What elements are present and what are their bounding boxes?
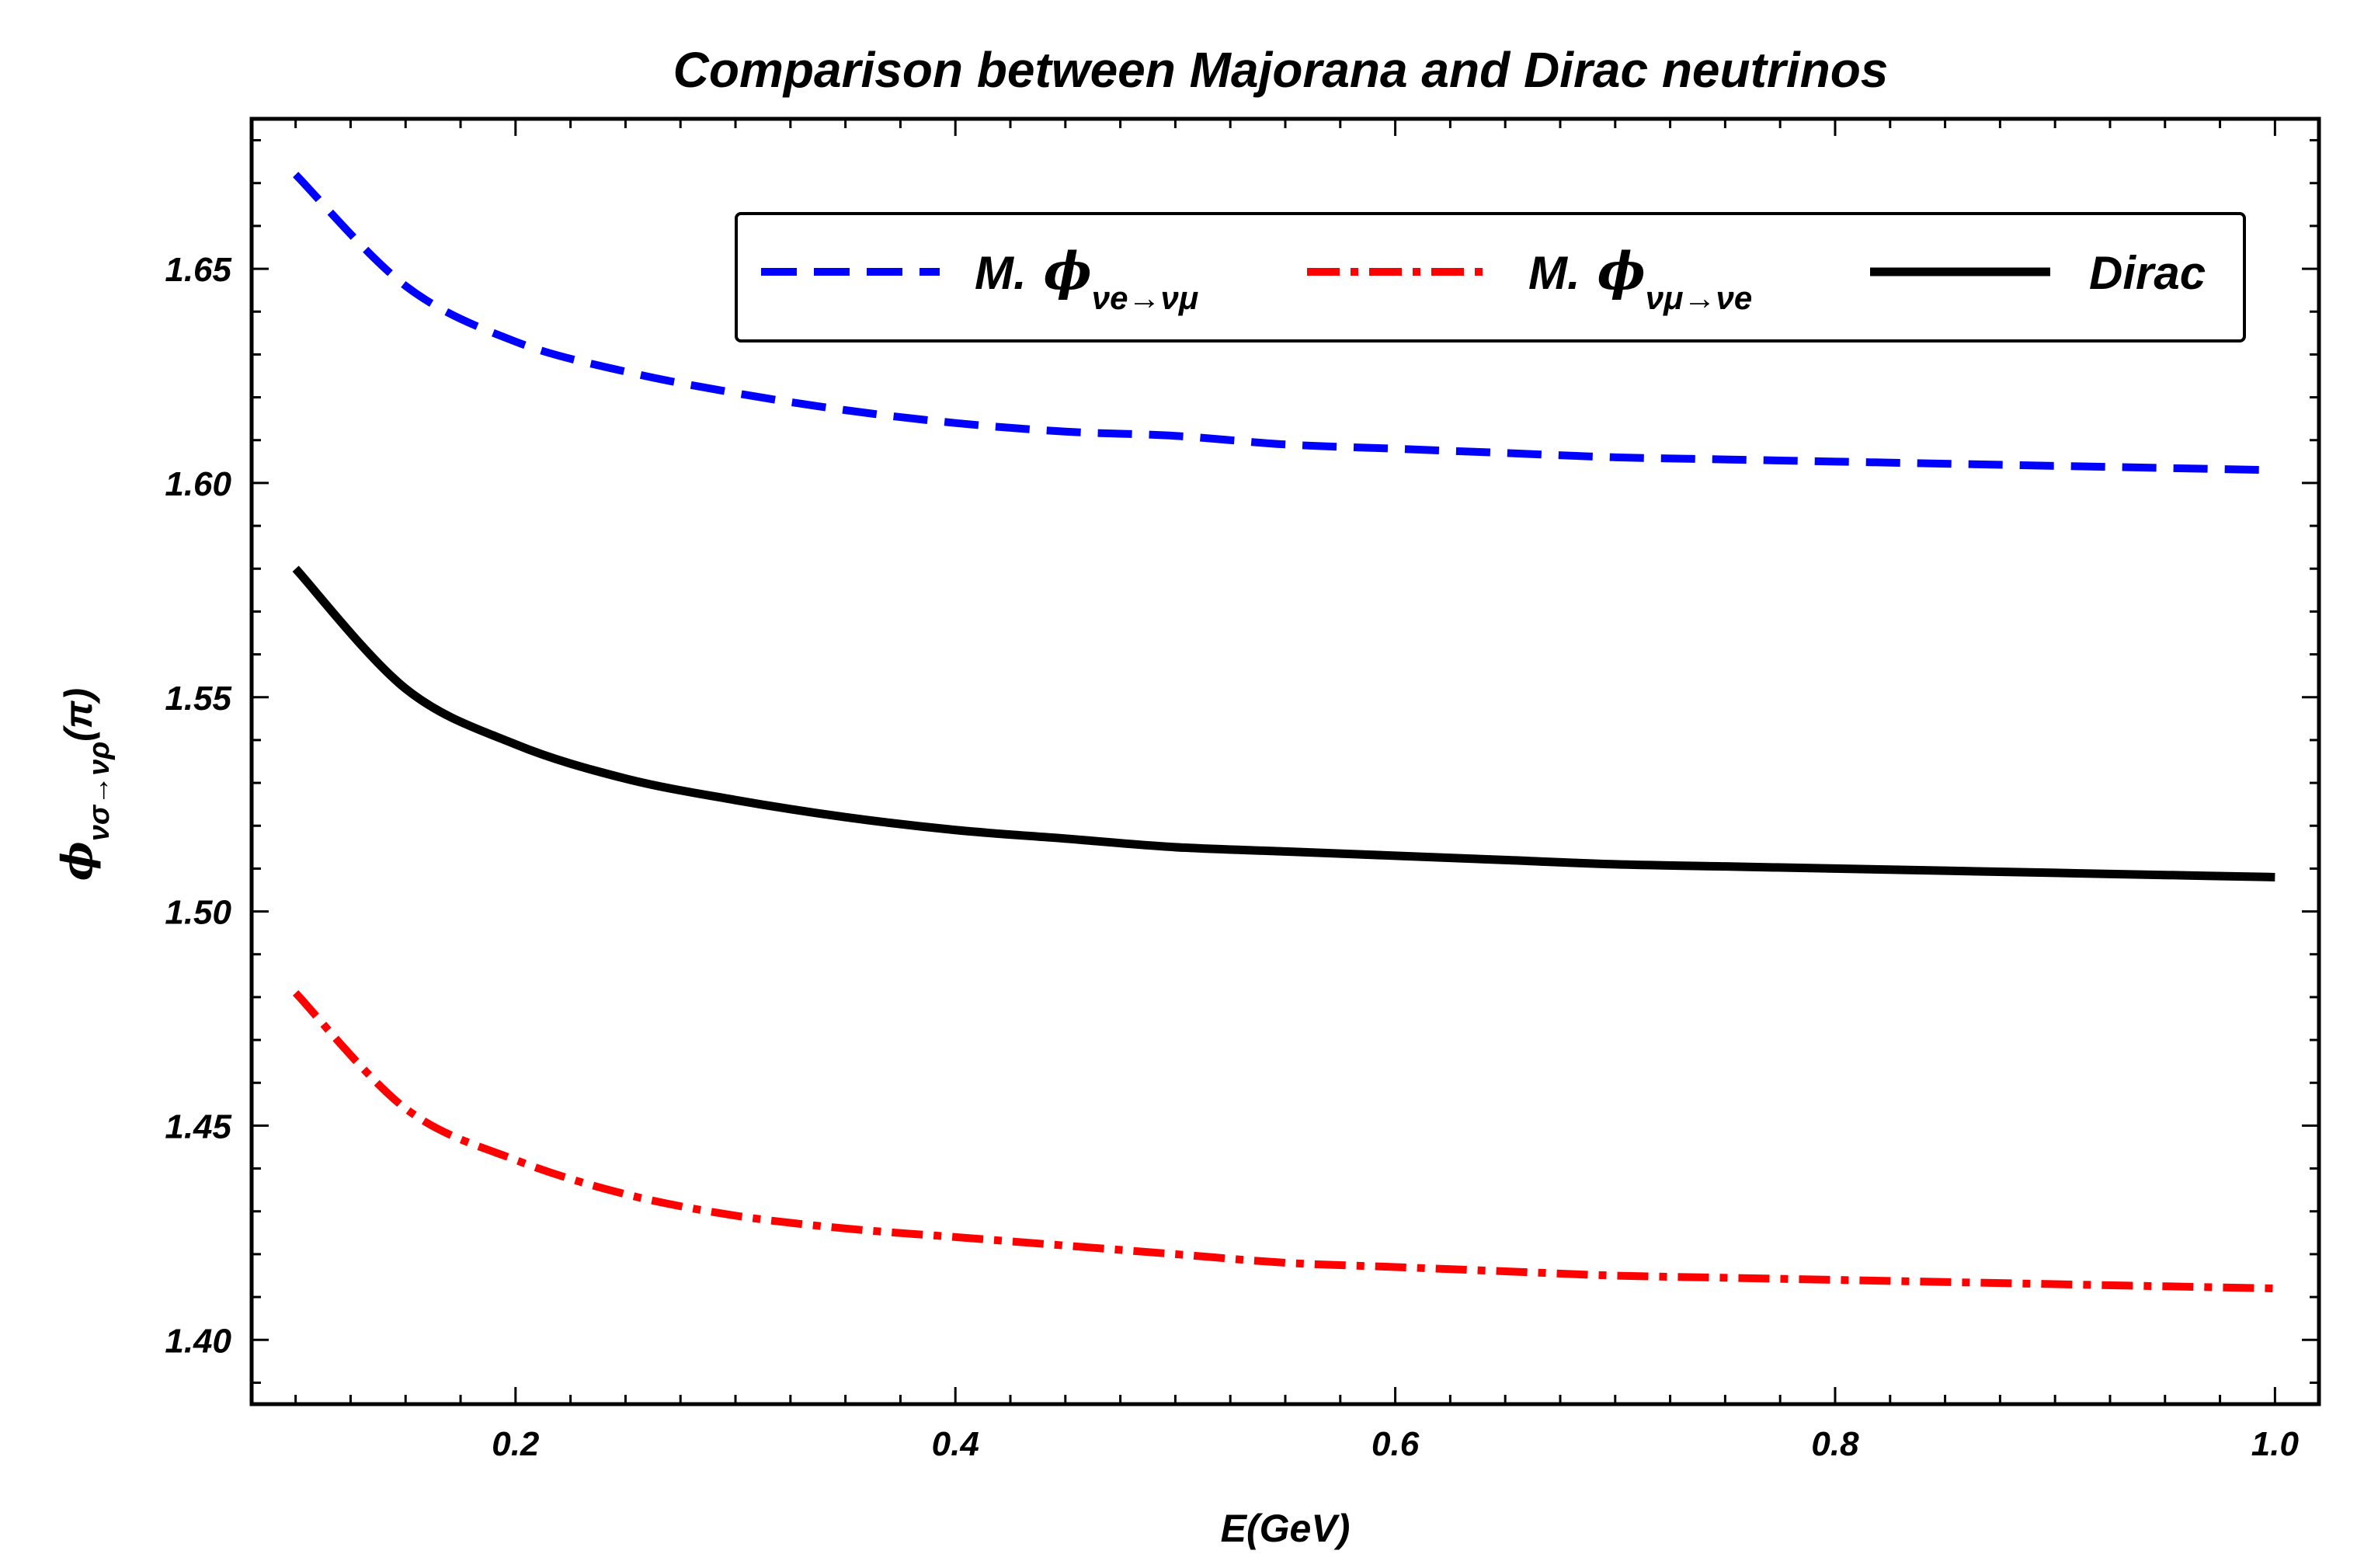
axis-ticks: 0.2 0.4 0.6 0.8 1.0 1.40 1.45 1.50 1.55 1.60 1.65 xyxy=(165,119,2319,1463)
x-tick-label: 0.2 xyxy=(492,1425,540,1463)
legend-box xyxy=(735,212,2246,342)
x-tick-label: 0.4 xyxy=(932,1425,979,1463)
y-tick-label: 1.40 xyxy=(165,1322,231,1360)
chart-title: Comparison between Majorana and Dirac ne… xyxy=(673,42,1889,98)
series-layer xyxy=(292,172,2275,1293)
legend: M. ϕνe→νμ M. ϕνμ→νe Dirac xyxy=(735,212,2246,342)
legend-label-majorana-mu-e: M. ϕνμ→νe xyxy=(1528,241,1752,316)
y-tick-label: 1.50 xyxy=(165,894,231,932)
series-majorana-mu-to-e xyxy=(293,989,2275,1293)
y-tick-label: 1.45 xyxy=(165,1107,231,1146)
x-tick-label: 1.0 xyxy=(2251,1425,2300,1463)
y-tick-label: 1.55 xyxy=(165,680,231,718)
x-axis-label: E(GeV) xyxy=(1221,1507,1351,1550)
y-axis-label: ϕνσ→νρ(π) xyxy=(52,688,116,881)
series-dirac xyxy=(292,565,2275,881)
y-tick-label: 1.60 xyxy=(165,465,231,503)
legend-label-dirac: Dirac xyxy=(2089,247,2206,299)
series-majorana-e-to-mu xyxy=(293,172,2275,475)
legend-label-majorana-e-mu: M. ϕνe→νμ xyxy=(975,241,1198,316)
y-tick-label: 1.65 xyxy=(165,251,231,289)
x-tick-label: 0.8 xyxy=(1811,1425,1859,1463)
x-tick-label: 0.6 xyxy=(1371,1425,1420,1463)
